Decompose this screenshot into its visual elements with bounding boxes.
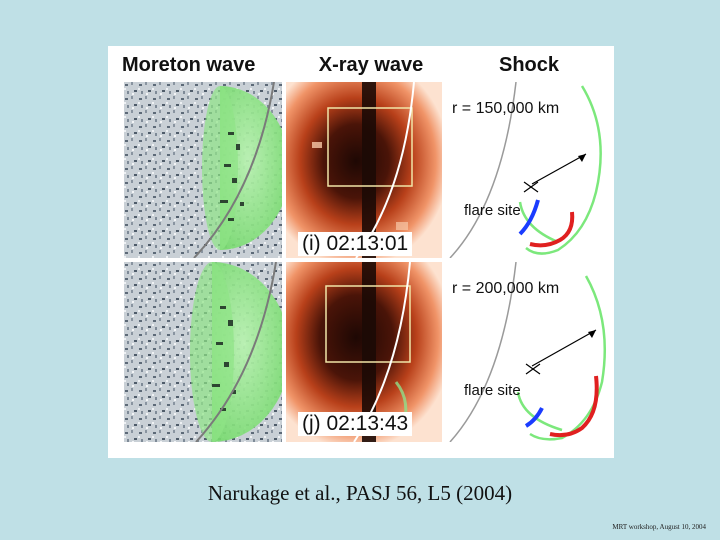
xray-panel-j: (j) 02:13:43 bbox=[286, 262, 442, 442]
radius-label-i: r = 150,000 km bbox=[452, 100, 560, 117]
moreton-panel-i bbox=[124, 82, 282, 258]
figure: Moreton wave X-ray wave Shock bbox=[108, 46, 614, 458]
flare-site-label-i: flare site bbox=[464, 202, 521, 219]
shock-front-red bbox=[529, 211, 575, 248]
timestamp-i: (i) 02:13:01 bbox=[298, 232, 413, 256]
moreton-panel-j bbox=[124, 262, 282, 442]
zoom-box bbox=[327, 107, 413, 187]
shock-panel-i: r = 150,000 km flare site bbox=[446, 82, 608, 258]
header-xray-wave: X-ray wave bbox=[318, 54, 424, 76]
radius-label-j: r = 200,000 km bbox=[452, 280, 560, 297]
shock-panel-j: r = 200,000 km flare site bbox=[446, 262, 608, 442]
shock-front-blue bbox=[518, 199, 540, 236]
slide-footer: MRT workshop, August 10, 2004 bbox=[612, 523, 706, 531]
figure-caption: Narukage et al., PASJ 56, L5 (2004) bbox=[207, 481, 513, 505]
timestamp-j: (j) 02:13:43 bbox=[298, 412, 413, 436]
header-moreton-wave: Moreton wave bbox=[122, 54, 256, 76]
shock-front-green bbox=[525, 85, 602, 255]
header-shock: Shock bbox=[498, 54, 560, 76]
flare-site-label-j: flare site bbox=[464, 382, 521, 399]
xray-panel-i: (i) 02:13:01 bbox=[286, 82, 442, 258]
